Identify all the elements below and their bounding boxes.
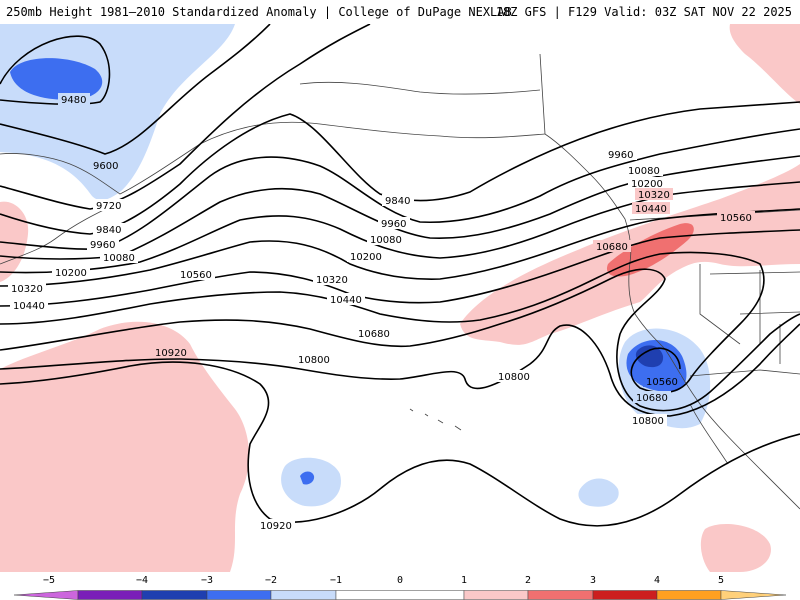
- label-9960-mid: 9960: [381, 219, 406, 230]
- label-9840-mid: 9840: [385, 196, 410, 207]
- label-10800-low: 10800: [632, 416, 664, 427]
- title-bar: 250mb Height 1981–2010 Standardized Anom…: [0, 0, 800, 24]
- contour-10680: [0, 268, 800, 412]
- label-10680-mid: 10680: [358, 329, 390, 340]
- label-10680-low: 10680: [636, 393, 668, 404]
- label-9600: 9600: [93, 161, 118, 172]
- swatch-neg5-tip: [13, 590, 79, 600]
- label-10440-east: 10440: [635, 204, 667, 215]
- label-10440-west: 10440: [13, 301, 45, 312]
- swatch-neg2: [206, 590, 272, 600]
- label-10560-west: 10560: [180, 270, 212, 281]
- positive-anomaly-nw: [0, 201, 29, 282]
- label-9960-west: 9960: [90, 240, 115, 251]
- positive-anomaly-se-corner: [700, 524, 771, 572]
- colorbar-legend: −5 −4 −3 −2 −1 0 1 2 3 4 5: [0, 572, 800, 600]
- negative-anomaly-alaska: [0, 24, 235, 201]
- swatch-pos1: [463, 590, 529, 600]
- label-9840-west: 9840: [96, 225, 121, 236]
- label-9960-east: 9960: [608, 150, 633, 161]
- label-10320-mid: 10320: [316, 275, 348, 286]
- label-10560-low: 10560: [646, 377, 678, 388]
- contour-9840-west: [0, 101, 800, 235]
- label-9480: 9480: [61, 95, 86, 106]
- contour-10920: [0, 361, 800, 527]
- hawaii-islands: [409, 408, 462, 431]
- swatch-pos3: [592, 590, 658, 600]
- anomaly-shading: [0, 24, 800, 572]
- label-10080-mid: 10080: [370, 235, 402, 246]
- legend-tick: 2: [524, 575, 532, 586]
- contour-10320: [0, 208, 800, 287]
- swatch-neg1: [270, 590, 337, 600]
- legend-tick: −2: [264, 575, 278, 586]
- coastline-alaska-north: [299, 81, 541, 95]
- map-canvas: 9480 9600 9720 9840 9960 10080 10200 103…: [0, 24, 800, 572]
- contour-labels: 9480 9600 9720 9840 9960 10080 10200 103…: [8, 93, 755, 532]
- strong-negative-anomaly-alaska: [10, 58, 103, 100]
- legend-tick: −3: [200, 575, 214, 586]
- border-us-canada: [629, 209, 800, 221]
- swatch-neg3: [141, 590, 208, 600]
- label-10560-east: 10560: [720, 213, 752, 224]
- legend-tick: 0: [396, 575, 404, 586]
- label-10320-east: 10320: [638, 190, 670, 201]
- swatch-pos2: [527, 590, 594, 600]
- label-10680-east: 10680: [596, 242, 628, 253]
- map-title: 250mb Height 1981–2010 Standardized Anom…: [6, 5, 512, 19]
- legend-tick: −1: [329, 575, 343, 586]
- colorbar-swatches: [13, 590, 787, 600]
- contour-9600: [0, 24, 271, 155]
- negative-anomaly-hawaii-west-core: [300, 471, 315, 485]
- label-9720: 9720: [96, 201, 121, 212]
- label-10920-south: 10920: [260, 521, 292, 532]
- legend-tick: −5: [42, 575, 56, 586]
- swatch-pos5-tip: [720, 590, 787, 600]
- positive-anomaly-central-pacific: [0, 321, 250, 572]
- border-us-mexico: [689, 369, 800, 377]
- label-10080-east: 10080: [628, 166, 660, 177]
- legend-tick: −4: [135, 575, 149, 586]
- legend-tick: 4: [653, 575, 661, 586]
- contour-9720: [0, 24, 371, 210]
- contour-9480: [0, 35, 111, 105]
- label-10920-west: 10920: [155, 348, 187, 359]
- border-alaska-canada: [539, 53, 546, 135]
- label-10800-east: 10800: [498, 372, 530, 383]
- swatch-pos4: [656, 590, 722, 600]
- swatch-neg4: [77, 590, 143, 600]
- coastlines: [0, 53, 800, 510]
- legend-tick: 3: [589, 575, 597, 586]
- contour-10440: [0, 229, 800, 307]
- label-10800-mid: 10800: [298, 355, 330, 366]
- label-10080-west: 10080: [103, 253, 135, 264]
- negative-anomaly-socal-max: [635, 345, 664, 368]
- label-10200-west: 10200: [55, 268, 87, 279]
- label-10320-west: 10320: [11, 284, 43, 295]
- model-run-info: 18Z GFS | F129 Valid: 03Z SAT NOV 22 202…: [495, 5, 792, 19]
- label-10200-mid: 10200: [350, 252, 382, 263]
- state-borders: [699, 264, 800, 364]
- positive-anomaly-ne-corner: [729, 24, 800, 104]
- label-10440-mid: 10440: [330, 295, 362, 306]
- swatch-zero: [335, 590, 465, 600]
- legend-tick: 5: [717, 575, 725, 586]
- legend-tick: 1: [460, 575, 468, 586]
- coastline-alaska-aleutians: [0, 121, 546, 195]
- label-10200-east: 10200: [631, 179, 663, 190]
- negative-anomaly-south-pacific: [578, 478, 619, 507]
